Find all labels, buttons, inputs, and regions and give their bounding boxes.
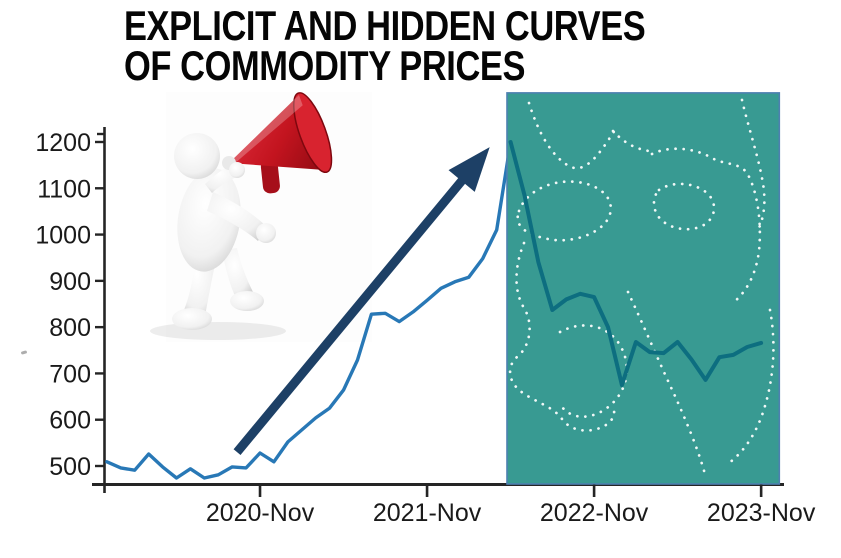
y-tick-label: 1100 <box>37 175 91 203</box>
figure-front-foot <box>172 308 212 330</box>
megaphone-highlight <box>229 94 303 163</box>
megaphone-bell <box>293 92 333 174</box>
y-tick-label: 900 <box>49 268 91 296</box>
megaphone-handle <box>260 159 280 194</box>
x-tick-label: 2023-Nov <box>707 499 816 527</box>
y-tick-label: 700 <box>49 360 91 388</box>
x-tick-label: 2022-Nov <box>540 499 649 527</box>
figure-torso <box>177 168 241 272</box>
y-tick-label: 1200 <box>35 129 91 157</box>
y-tick-label: 600 <box>49 407 91 435</box>
x-tick-label: 2020-Nov <box>206 499 315 527</box>
hidden-scribble-curve <box>740 98 766 230</box>
chart-title-line1: EXPLICIT AND HIDDEN CURVES <box>124 2 646 49</box>
y-tick-label: 800 <box>49 314 91 342</box>
figure-back-foot <box>230 291 264 311</box>
hidden-scribble-curve <box>527 101 619 170</box>
hidden-scribble-curve <box>626 290 708 480</box>
y-tick-label: 1000 <box>35 222 91 250</box>
figure-back-leg <box>222 248 253 298</box>
figure-extended-hand <box>256 223 276 243</box>
figure-extended-arm <box>207 192 267 241</box>
figure-gripping-hand <box>229 162 245 178</box>
x-tick-label: 2021-Nov <box>373 499 482 527</box>
hidden-scribble-curve <box>650 147 762 304</box>
explicit-price-line <box>105 140 513 480</box>
figure-shadow <box>150 322 286 340</box>
hidden-price-line <box>508 140 764 387</box>
y-tick-label: 500 <box>49 453 91 481</box>
chart-title-line2: OF COMMODITY PRICES <box>124 42 526 89</box>
figure-head <box>174 133 220 179</box>
hidden-region <box>506 92 781 485</box>
red-megaphone-icon <box>222 92 333 194</box>
trend-arrow-shaft <box>233 171 471 455</box>
trend-arrow-head <box>448 147 490 192</box>
hidden-scribble-curve <box>727 308 775 465</box>
chart-title: EXPLICIT AND HIDDEN CURVES OF COMMODITY … <box>124 2 646 89</box>
chart-generated-layer: 500 600 700 800 900 1000 1100 1200 2020-Nov 2021-… <box>35 92 816 527</box>
megaphone-person-illustration <box>150 92 372 342</box>
